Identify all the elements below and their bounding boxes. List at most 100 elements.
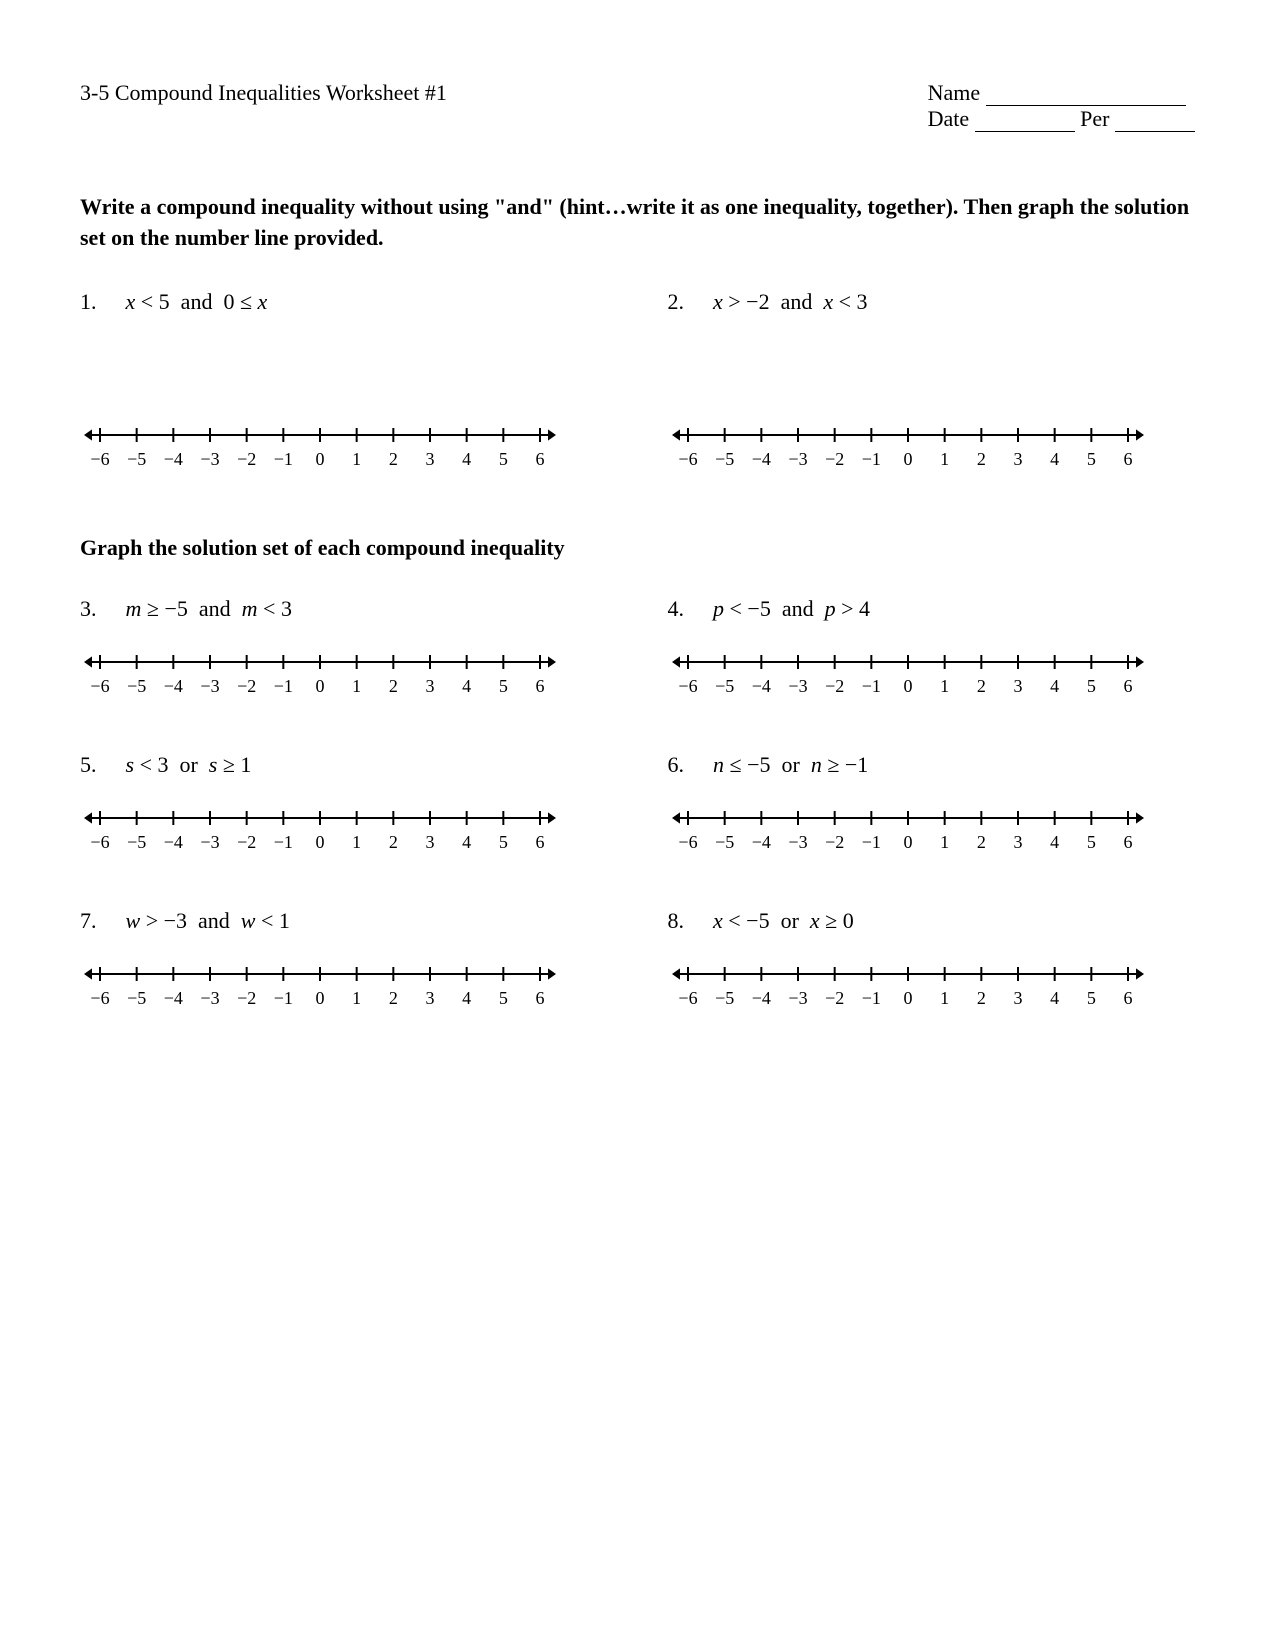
problem: 1. x < 5 and 0 ≤ x −6−5−4−3−2−10123456 [80, 289, 608, 475]
svg-text:6: 6 [1123, 832, 1132, 852]
problem-statement: 1. x < 5 and 0 ≤ x [80, 289, 608, 315]
svg-text:3: 3 [426, 988, 435, 1008]
worksheet-title: 3-5 Compound Inequalities Worksheet #1 [80, 80, 447, 106]
problem-statement: 6. n ≤ −5 or n ≥ −1 [668, 752, 1196, 778]
svg-text:3: 3 [1013, 676, 1022, 696]
svg-text:0: 0 [316, 832, 325, 852]
svg-text:−5: −5 [715, 832, 734, 852]
svg-text:1: 1 [940, 449, 949, 469]
svg-text:−5: −5 [715, 988, 734, 1008]
svg-text:1: 1 [940, 832, 949, 852]
svg-text:0: 0 [316, 449, 325, 469]
svg-text:−6: −6 [678, 988, 697, 1008]
number-line-container: −6−5−4−3−2−10123456 [668, 798, 1196, 858]
svg-text:−1: −1 [274, 449, 293, 469]
svg-text:−1: −1 [274, 832, 293, 852]
svg-text:−1: −1 [274, 676, 293, 696]
svg-text:4: 4 [462, 832, 471, 852]
problem-number: 3. [80, 596, 120, 622]
number-line: −6−5−4−3−2−10123456 [80, 642, 560, 702]
svg-text:6: 6 [536, 676, 545, 696]
problem-number: 7. [80, 908, 120, 934]
svg-text:6: 6 [1123, 988, 1132, 1008]
svg-text:−5: −5 [127, 832, 146, 852]
svg-text:−4: −4 [164, 676, 183, 696]
svg-text:3: 3 [426, 832, 435, 852]
svg-text:0: 0 [903, 988, 912, 1008]
svg-text:3: 3 [1013, 988, 1022, 1008]
svg-text:0: 0 [903, 676, 912, 696]
svg-text:2: 2 [389, 988, 398, 1008]
svg-text:−4: −4 [164, 988, 183, 1008]
number-line-container: −6−5−4−3−2−10123456 [80, 415, 608, 475]
svg-text:−6: −6 [678, 676, 697, 696]
problem: 5. s < 3 or s ≥ 1 −6−5−4−3−2−10123456 [80, 752, 608, 858]
name-date-block: Name Date Per [928, 80, 1195, 132]
svg-text:0: 0 [903, 832, 912, 852]
number-line: −6−5−4−3−2−10123456 [668, 798, 1148, 858]
svg-text:6: 6 [536, 449, 545, 469]
svg-text:5: 5 [1086, 676, 1095, 696]
svg-text:−3: −3 [200, 449, 219, 469]
svg-text:−4: −4 [164, 449, 183, 469]
svg-text:1: 1 [352, 832, 361, 852]
problem-expression: n ≤ −5 or n ≥ −1 [713, 752, 868, 777]
number-line-container: −6−5−4−3−2−10123456 [80, 642, 608, 702]
date-blank[interactable] [975, 109, 1075, 132]
svg-text:−6: −6 [678, 832, 697, 852]
svg-text:−2: −2 [237, 832, 256, 852]
svg-text:−1: −1 [861, 832, 880, 852]
problem-number: 4. [668, 596, 708, 622]
problem-expression: m ≥ −5 and m < 3 [126, 596, 292, 621]
svg-text:2: 2 [389, 676, 398, 696]
svg-text:0: 0 [316, 988, 325, 1008]
number-line: −6−5−4−3−2−10123456 [80, 798, 560, 858]
svg-text:−1: −1 [861, 449, 880, 469]
svg-text:−5: −5 [127, 988, 146, 1008]
svg-text:3: 3 [426, 676, 435, 696]
number-line-container: −6−5−4−3−2−10123456 [668, 954, 1196, 1014]
problem-number: 1. [80, 289, 120, 315]
svg-text:5: 5 [1086, 449, 1095, 469]
svg-text:5: 5 [499, 449, 508, 469]
header: 3-5 Compound Inequalities Worksheet #1 N… [80, 80, 1195, 132]
number-line: −6−5−4−3−2−10123456 [668, 415, 1148, 475]
problem-number: 8. [668, 908, 708, 934]
problem-expression: p < −5 and p > 4 [713, 596, 870, 621]
svg-text:−6: −6 [90, 449, 109, 469]
svg-text:−3: −3 [788, 449, 807, 469]
svg-text:4: 4 [1050, 676, 1059, 696]
svg-text:−5: −5 [715, 676, 734, 696]
number-line: −6−5−4−3−2−10123456 [80, 415, 560, 475]
problem-statement: 4. p < −5 and p > 4 [668, 596, 1196, 622]
problem: 3. m ≥ −5 and m < 3 −6−5−4−3−2−10123456 [80, 596, 608, 702]
svg-text:−4: −4 [164, 832, 183, 852]
svg-text:−2: −2 [825, 676, 844, 696]
problem-expression: x > −2 and x < 3 [713, 289, 868, 314]
problem: 2. x > −2 and x < 3 −6−5−4−3−2−10123456 [668, 289, 1196, 475]
svg-text:−1: −1 [861, 988, 880, 1008]
per-blank[interactable] [1115, 109, 1195, 132]
svg-text:5: 5 [1086, 988, 1095, 1008]
svg-text:2: 2 [389, 449, 398, 469]
svg-text:6: 6 [1123, 449, 1132, 469]
svg-text:−6: −6 [678, 449, 697, 469]
svg-text:−4: −4 [751, 449, 770, 469]
svg-text:5: 5 [499, 676, 508, 696]
problem: 8. x < −5 or x ≥ 0 −6−5−4−3−2−10123456 [668, 908, 1196, 1014]
svg-text:−2: −2 [825, 988, 844, 1008]
svg-text:6: 6 [1123, 676, 1132, 696]
svg-text:4: 4 [1050, 988, 1059, 1008]
problem: 7. w > −3 and w < 1 −6−5−4−3−2−10123456 [80, 908, 608, 1014]
svg-text:1: 1 [352, 449, 361, 469]
name-label: Name [928, 80, 981, 105]
svg-text:−2: −2 [237, 988, 256, 1008]
number-line: −6−5−4−3−2−10123456 [668, 642, 1148, 702]
number-line-container: −6−5−4−3−2−10123456 [80, 798, 608, 858]
svg-text:1: 1 [352, 988, 361, 1008]
section1-instructions: Write a compound inequality without usin… [80, 192, 1195, 254]
svg-text:−2: −2 [237, 676, 256, 696]
svg-text:−1: −1 [274, 988, 293, 1008]
name-blank[interactable] [986, 83, 1186, 106]
svg-text:−3: −3 [200, 676, 219, 696]
